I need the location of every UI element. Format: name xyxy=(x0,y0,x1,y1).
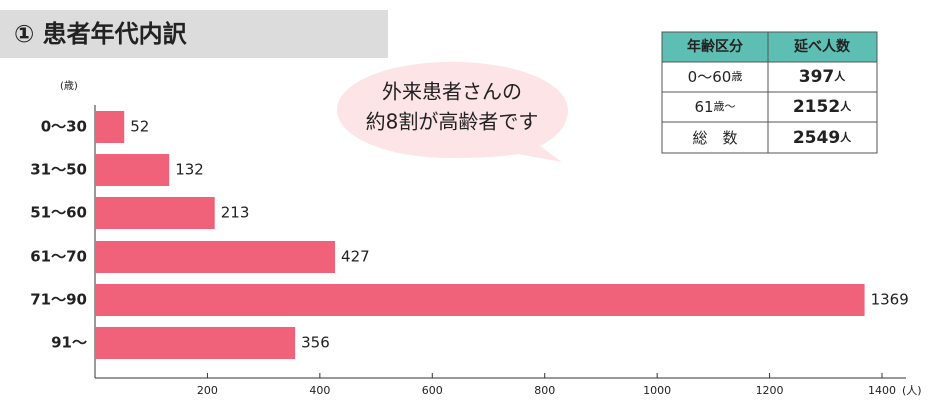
x-tick-label: 200 xyxy=(197,384,218,397)
x-tick-label: 400 xyxy=(309,384,330,397)
bar xyxy=(95,154,170,186)
summary-table: 年齢区分 延べ人数 xyxy=(661,31,878,154)
table-cell: 61歳～ xyxy=(694,98,735,116)
y-tick-label: 31～50 xyxy=(30,161,87,179)
y-tick-label: 71～90 xyxy=(30,291,87,309)
bar xyxy=(95,241,336,273)
x-tick-label: 1400 xyxy=(868,384,896,397)
table-cell: 総 数 xyxy=(692,129,737,147)
title-box xyxy=(0,10,388,58)
bar xyxy=(95,111,125,143)
table-cell-part: 歳～ xyxy=(714,100,736,113)
table-cell-part: 総 数 xyxy=(692,129,737,147)
value-label: 213 xyxy=(221,204,250,222)
y-tick-label: 0～30 xyxy=(41,118,87,136)
value-label: 52 xyxy=(130,118,149,136)
x-unit: (人) xyxy=(902,384,922,397)
x-tick-label: 600 xyxy=(422,384,443,397)
table-cell-part: 61 xyxy=(694,98,713,116)
y-tick-label: 91～ xyxy=(51,334,87,352)
table-header-cell: 年齢区分 xyxy=(687,38,743,55)
table-cell-part: 人 xyxy=(840,99,852,113)
table-cell-part: 397 xyxy=(799,67,835,87)
callout-text: 約8割が高齢者です xyxy=(366,110,539,134)
bar xyxy=(95,284,865,316)
value-label: 427 xyxy=(341,248,370,266)
table-cell-part: 2152 xyxy=(793,97,840,117)
table-header-cell: 延べ人数 xyxy=(793,38,851,55)
table-cell-part: 人 xyxy=(834,69,846,83)
x-tick-label: 1200 xyxy=(756,384,784,397)
table-cell-part: 人 xyxy=(840,130,852,144)
value-label: 356 xyxy=(301,334,330,352)
y-tick-label: 51～60 xyxy=(30,204,87,222)
x-tick-label: 800 xyxy=(534,384,555,397)
table-cell-part: 0～60 xyxy=(688,68,732,86)
table-cell: 2152人 xyxy=(793,97,852,117)
bar xyxy=(95,197,215,229)
callout-bubble xyxy=(337,62,568,162)
table-cell: 0～60歳 xyxy=(688,68,743,86)
table-header xyxy=(661,31,878,63)
value-label: 1369 xyxy=(871,291,909,309)
y-unit: (歳) xyxy=(60,80,78,92)
bar xyxy=(95,327,296,359)
value-label: 132 xyxy=(175,161,204,179)
table-cell: 397人 xyxy=(799,67,847,87)
y-tick-label: 61～70 xyxy=(30,248,87,266)
table-cell-part: 2549 xyxy=(793,128,840,148)
table-cell: 2549人 xyxy=(793,128,852,148)
table-cell-part: 歳 xyxy=(731,70,742,83)
x-tick-label: 1000 xyxy=(643,384,671,397)
callout-text: 外来患者さんの xyxy=(382,80,522,104)
chart-title: ① 患者年代内訳 xyxy=(14,20,188,48)
